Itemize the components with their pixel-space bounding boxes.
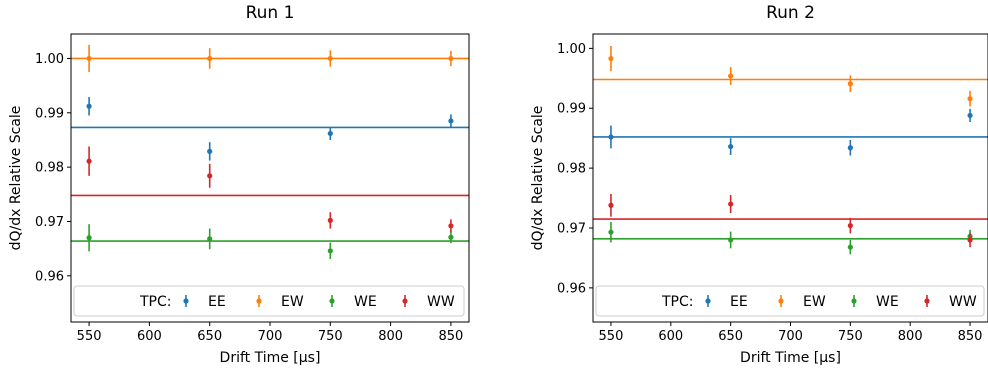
point-ww-marker <box>327 217 333 223</box>
legend-title: TPC: <box>139 294 172 310</box>
point-we-marker <box>448 234 454 240</box>
legend-title: TPC: <box>661 294 694 310</box>
legend: TPC: EE EW WE WW <box>595 285 985 317</box>
legend-ee-marker <box>705 298 711 304</box>
point-ew-marker <box>327 55 333 62</box>
x-tick-label: 750 <box>318 329 343 344</box>
x-tick-label: 650 <box>197 329 222 344</box>
point-we-marker <box>207 236 213 242</box>
legend-label-ee: EE <box>730 294 748 310</box>
point-ee-marker <box>86 103 92 109</box>
legend-box <box>595 285 985 317</box>
x-tick-label: 700 <box>258 329 283 344</box>
axes-frame <box>70 33 470 323</box>
legend-ww-marker <box>924 298 930 304</box>
point-ww-marker <box>728 201 734 207</box>
point-we-marker <box>608 229 614 235</box>
plot-area <box>71 44 469 259</box>
x-tick-label: 850 <box>958 329 983 344</box>
chart-panel-2: Run 2 Drift Time [μs] dQ/dx Relative Scale… <box>530 3 988 366</box>
point-we-marker <box>86 235 92 241</box>
point-ww-marker <box>967 237 973 243</box>
point-ww-marker <box>86 158 92 164</box>
legend-ew-marker <box>256 298 262 304</box>
y-tick-label: 0.98 <box>35 161 64 176</box>
x-tick-label: 850 <box>438 329 463 344</box>
point-ww-marker <box>207 173 213 179</box>
x-tick-label: 650 <box>718 329 743 344</box>
point-ee-marker <box>728 143 734 150</box>
legend-label-we: WE <box>354 294 377 310</box>
point-we-marker <box>847 244 853 250</box>
legend-label-ee: EE <box>208 294 226 310</box>
y-axis-label: dQ/dx Relative Scale <box>530 106 546 251</box>
point-ee-marker <box>207 148 213 154</box>
x-axis-label: Drift Time [μs] <box>740 350 841 366</box>
y-tick-label: 0.99 <box>35 106 64 121</box>
legend: TPC: EE EW WE WW <box>73 285 465 317</box>
legend-label-ww: WW <box>427 294 455 310</box>
point-ee-marker <box>608 134 614 140</box>
legend-we-marker <box>851 298 857 304</box>
axes-frame <box>592 33 988 323</box>
chart-panel-1: Run 1 Drift Time [μs] dQ/dx Relative Scale… <box>8 3 470 366</box>
y-tick-label: 1.00 <box>557 42 586 57</box>
y-tick-label: 0.98 <box>557 162 586 177</box>
y-tick-label: 0.96 <box>557 281 586 296</box>
point-ee-marker <box>967 112 973 119</box>
legend-label-ew: EW <box>803 294 826 310</box>
point-ew-marker <box>448 55 454 62</box>
x-tick-label: 800 <box>898 329 923 344</box>
x-tick-label: 750 <box>838 329 863 344</box>
point-we-marker <box>327 248 333 254</box>
legend-label-we: WE <box>876 294 899 310</box>
y-tick-label: 0.97 <box>557 221 586 236</box>
legend-label-ww: WW <box>949 294 977 310</box>
point-ew-marker <box>728 73 734 79</box>
x-tick-label: 550 <box>77 329 102 344</box>
y-axis-label: dQ/dx Relative Scale <box>8 106 24 251</box>
x-tick-label: 600 <box>658 329 683 344</box>
x-tick-label: 800 <box>378 329 403 344</box>
x-tick-label: 550 <box>599 329 624 344</box>
chart-title: Run 1 <box>246 3 295 23</box>
y-tick-label: 1.00 <box>35 52 64 67</box>
x-axis-label: Drift Time [μs] <box>220 350 321 366</box>
point-ew-marker <box>608 55 614 62</box>
point-ww-marker <box>608 202 614 208</box>
point-ee-marker <box>847 145 853 151</box>
legend-ew-marker <box>778 298 784 304</box>
point-ww-marker <box>847 223 853 229</box>
x-tick-label: 700 <box>778 329 803 344</box>
point-ew-marker <box>207 55 213 62</box>
legend-ww-marker <box>402 298 408 304</box>
legend-label-ew: EW <box>281 294 304 310</box>
plot-area <box>593 45 988 255</box>
point-ew-marker <box>967 96 973 102</box>
legend-ee-marker <box>183 298 189 304</box>
point-ew-marker <box>847 81 853 87</box>
y-tick-label: 0.96 <box>35 269 64 284</box>
y-tick-label: 0.97 <box>35 215 64 230</box>
x-tick-label: 600 <box>137 329 162 344</box>
chart-title: Run 2 <box>766 3 815 23</box>
legend-we-marker <box>329 298 335 304</box>
point-ee-marker <box>448 118 454 124</box>
point-ww-marker <box>448 223 454 229</box>
point-ew-marker <box>86 55 92 62</box>
point-ee-marker <box>327 130 333 137</box>
y-tick-label: 0.99 <box>557 102 586 117</box>
legend-box <box>73 285 465 317</box>
point-we-marker <box>728 237 734 243</box>
